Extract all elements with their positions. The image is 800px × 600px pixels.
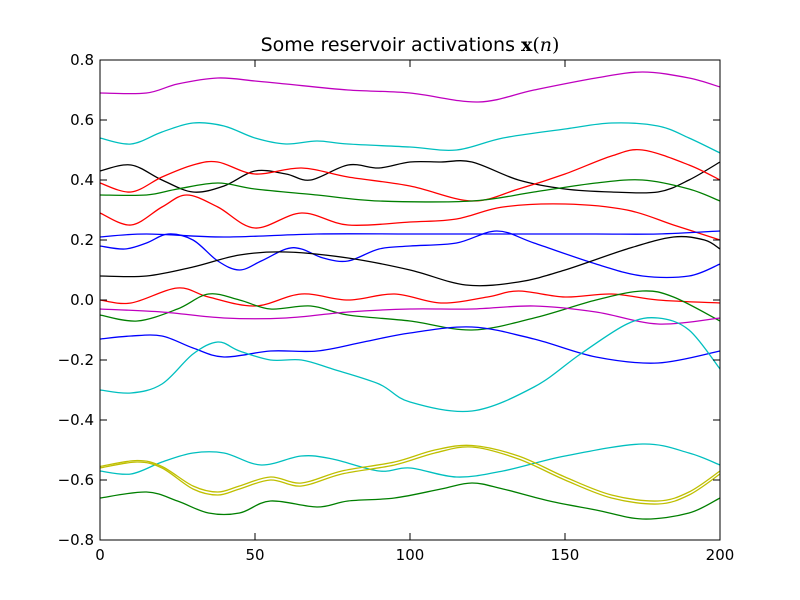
series-line-15 <box>99 443 721 478</box>
y-tick-label: −0.8 <box>58 531 94 549</box>
series-line-13 <box>99 326 721 364</box>
series-line-18 <box>99 482 721 520</box>
y-tick-label: 0.4 <box>70 171 94 189</box>
y-tick-label: −0.4 <box>58 411 94 429</box>
chart-title-text: Some reservoir activations <box>260 34 515 56</box>
series-layer <box>99 71 721 520</box>
chart-title: Some reservoir activations x(n) <box>100 34 720 56</box>
chart-title-math: x(n) <box>521 34 559 56</box>
x-tick-label: 200 <box>706 546 735 564</box>
title-math-open-paren: ( <box>532 34 540 56</box>
series-line-1 <box>99 71 721 103</box>
series-line-9 <box>99 235 721 287</box>
y-tick-label: −0.2 <box>58 351 94 369</box>
y-tick-label: 0.2 <box>70 231 94 249</box>
x-tick-label: 150 <box>551 546 580 564</box>
y-tick-label: −0.6 <box>58 471 94 489</box>
series-line-14 <box>99 317 721 413</box>
series-line-3 <box>99 160 721 194</box>
x-tick-label: 100 <box>396 546 425 564</box>
series-line-16 <box>99 446 721 505</box>
series-line-10 <box>99 287 721 307</box>
series-line-2 <box>99 122 721 154</box>
title-math-argument: n <box>539 34 553 56</box>
y-tick-label: 0.0 <box>70 291 94 309</box>
series-line-4 <box>99 149 721 202</box>
series-line-17 <box>99 444 721 502</box>
series-line-11 <box>99 290 721 331</box>
y-tick-label: 0.8 <box>70 51 94 69</box>
x-tick-label: 0 <box>95 546 105 564</box>
series-line-12 <box>99 305 721 325</box>
tick-layer: 0 50 100 150 200 −0.8 −0.6 −0.4 −0.2 0.0 0.2 0.4 0.6… <box>58 51 735 564</box>
series-line-5 <box>99 179 721 203</box>
x-tick-label: 50 <box>245 546 264 564</box>
title-math-close-paren: ) <box>552 34 560 56</box>
title-math-bold-var: x <box>521 34 533 56</box>
series-line-6 <box>99 194 721 241</box>
series-line-8 <box>99 230 721 279</box>
series-line-7 <box>99 230 721 238</box>
y-tick-label: 0.6 <box>70 111 94 129</box>
